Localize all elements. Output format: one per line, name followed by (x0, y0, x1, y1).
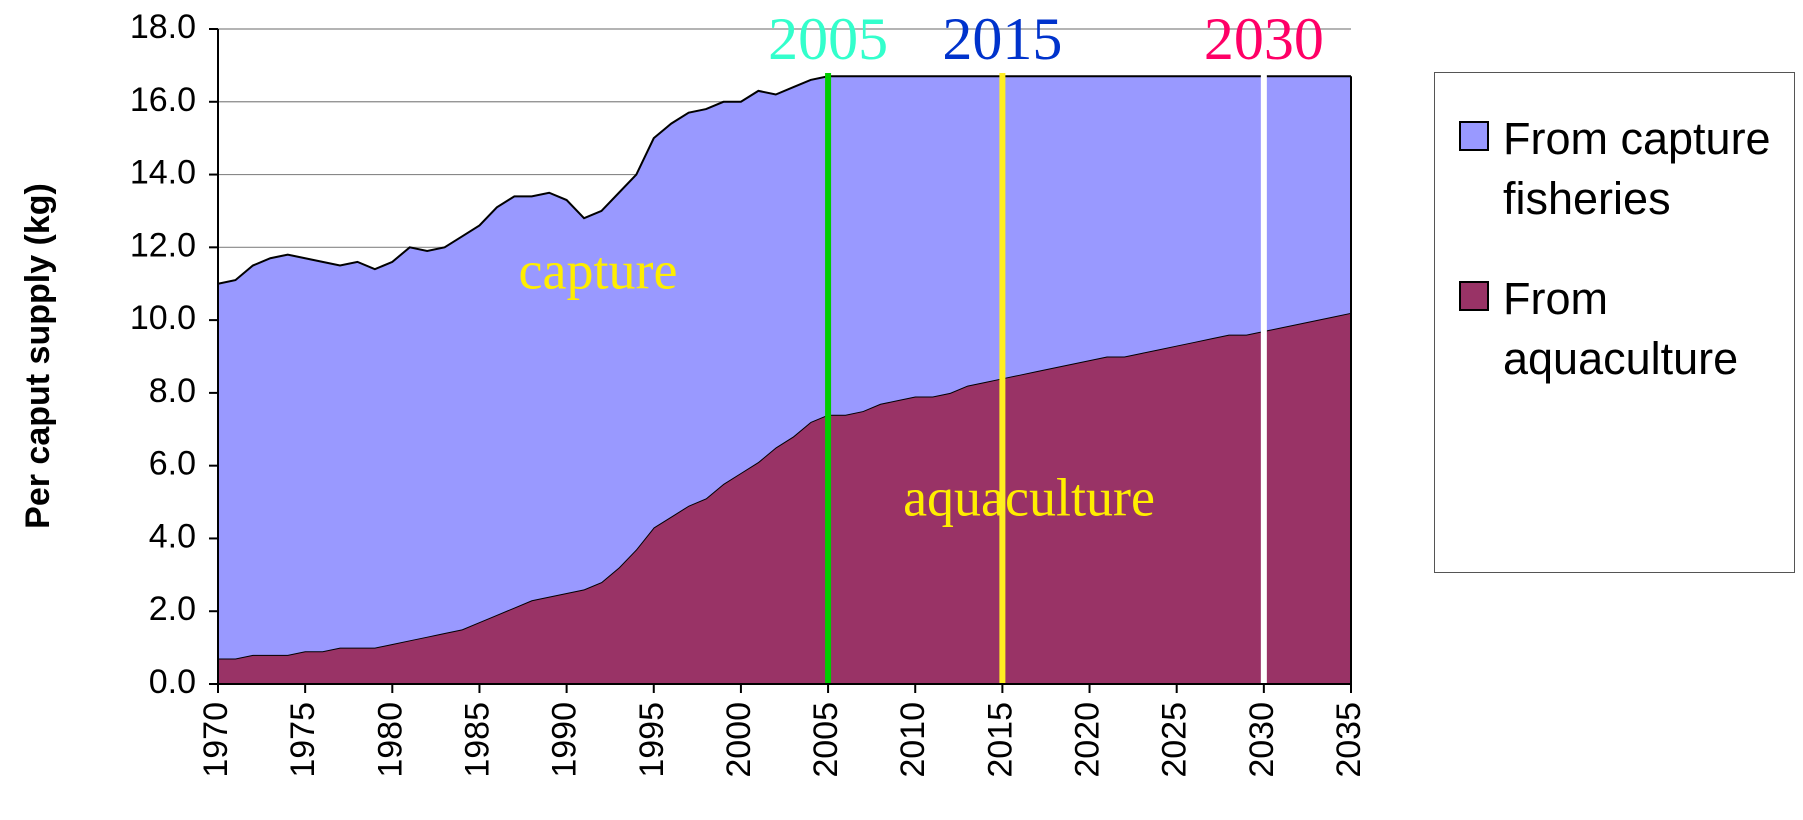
x-tick-label: 2005 (807, 702, 845, 778)
legend-swatch (1459, 121, 1489, 151)
marker-label: 2030 (1204, 6, 1324, 72)
x-tick-label: 1975 (284, 702, 322, 778)
area (218, 76, 1351, 659)
area (218, 312, 1351, 684)
y-tick-label: 2.0 (149, 590, 196, 628)
x-tick-label: 2035 (1330, 702, 1368, 778)
area-label: aquaculture (903, 467, 1155, 527)
y-tick-label: 4.0 (149, 517, 196, 555)
area-label: capture (519, 240, 678, 300)
y-tick-label: 6.0 (149, 445, 196, 483)
x-tick-label: 2000 (720, 702, 758, 778)
legend-item: From capture fisheries (1459, 109, 1784, 229)
marker-label: 2015 (942, 6, 1062, 72)
y-tick-label: 10.0 (130, 299, 196, 337)
x-tick-label: 1985 (458, 702, 496, 778)
y-axis-label: Per caput supply (kg) (19, 183, 57, 529)
legend: From capture fisheries From aquaculture (1434, 72, 1795, 573)
x-tick-label: 2020 (1069, 702, 1107, 778)
x-tick-label: 2015 (981, 702, 1019, 778)
legend-swatch (1459, 281, 1489, 311)
x-tick-label: 1990 (546, 702, 584, 778)
legend-label: From aquaculture (1503, 273, 1739, 384)
y-tick-label: 16.0 (130, 81, 196, 119)
x-tick-label: 2030 (1243, 702, 1281, 778)
y-tick-label: 0.0 (149, 663, 196, 701)
x-tick-label: 1995 (633, 702, 671, 778)
x-tick-label: 2025 (1156, 702, 1194, 778)
y-tick-label: 14.0 (130, 154, 196, 192)
y-tick-label: 18.0 (130, 8, 196, 46)
x-tick-label: 1980 (371, 702, 409, 778)
y-tick-label: 12.0 (130, 226, 196, 264)
x-tick-label: 2010 (894, 702, 932, 778)
area-outline (217, 75, 1351, 285)
legend-label: From capture fisheries (1503, 113, 1771, 224)
x-tick-label: 1970 (197, 702, 235, 778)
y-tick-label: 8.0 (149, 372, 196, 410)
marker-label: 2005 (768, 6, 888, 72)
legend-item: From aquaculture (1459, 269, 1784, 389)
